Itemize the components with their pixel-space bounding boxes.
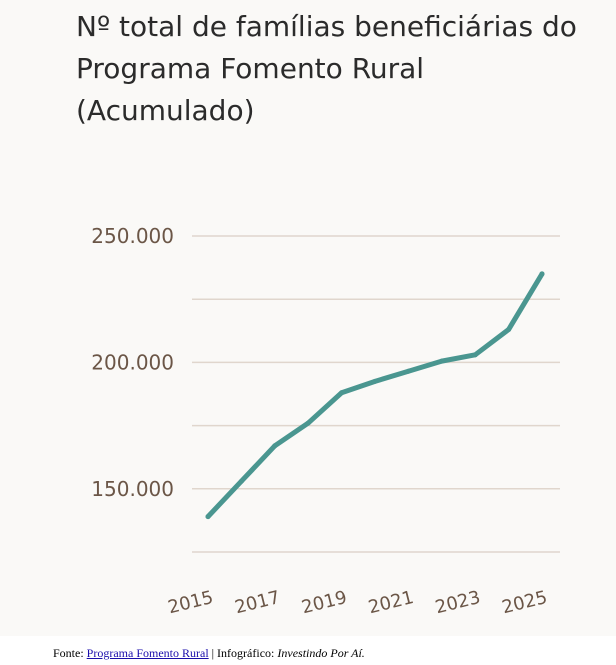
source-credit: Investindo Por Aí. [277, 646, 365, 660]
x-tick-label: 2017 [233, 587, 283, 618]
y-tick-label: 150.000 [91, 477, 174, 501]
x-axis-ticks: 2015 2017 2019 2021 2023 2025 [166, 587, 550, 618]
series-group [205, 271, 545, 520]
x-tick-label: 2025 [500, 587, 550, 618]
x-tick-label: 2015 [166, 587, 216, 618]
x-tick-label: 2019 [300, 587, 350, 618]
y-tick-label: 200.000 [91, 350, 174, 374]
source-prefix: Fonte: [53, 646, 87, 660]
y-tick-label: 250.000 [91, 224, 174, 248]
data-point [272, 443, 278, 449]
data-point [238, 478, 244, 484]
data-point [472, 352, 478, 358]
data-point [539, 271, 545, 277]
x-tick-label: 2023 [433, 587, 483, 618]
data-point [439, 358, 445, 364]
source-separator: | Infográfico: [208, 646, 278, 660]
data-point [339, 390, 345, 396]
data-point [405, 368, 411, 374]
source-link[interactable]: Programa Fomento Rural [86, 646, 209, 660]
x-tick-label: 2021 [366, 587, 416, 618]
data-point [372, 378, 378, 384]
data-point [506, 327, 512, 333]
y-axis-ticks: 150.000 200.000 250.000 [91, 224, 174, 501]
grid-lines [192, 235, 560, 553]
data-point [205, 514, 211, 520]
series-line [205, 271, 545, 520]
chart-title: Nº total de famílias beneficiárias do Pr… [76, 10, 577, 127]
data-point [305, 420, 311, 426]
source-caption: Fonte: Programa Fomento Rural | Infográf… [53, 646, 365, 661]
